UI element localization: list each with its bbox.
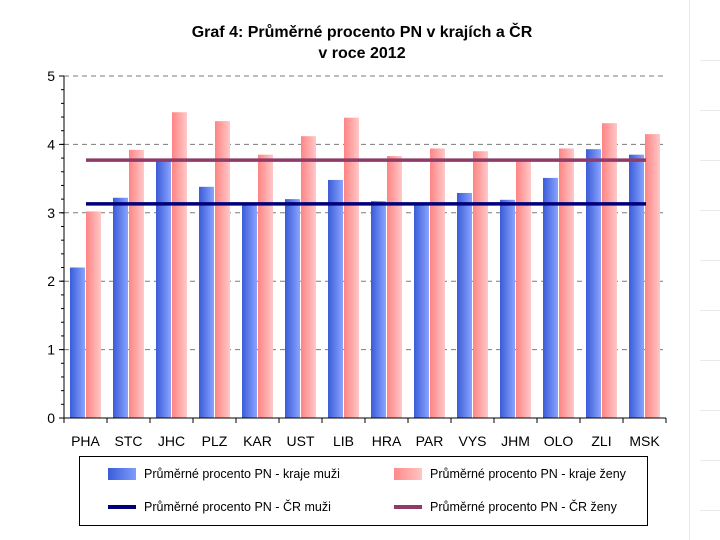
chart-title-line2: v roce 2012 bbox=[318, 45, 405, 62]
legend-swatch-male-cr bbox=[108, 505, 136, 509]
bar-male-lib bbox=[328, 179, 343, 418]
y-tick-label-0: 0 bbox=[47, 410, 55, 426]
x-tick-label-plz: PLZ bbox=[202, 433, 228, 449]
bar-male-par bbox=[414, 203, 429, 418]
bar-female-ust bbox=[301, 136, 316, 418]
x-tick-label-hra: HRA bbox=[372, 433, 402, 449]
legend-label-male-cr: Průměrné procento PN - ČR muži bbox=[144, 500, 331, 514]
legend-swatch-female-regions bbox=[394, 468, 422, 480]
bar-female-msk bbox=[645, 134, 660, 418]
legend-label-female-regions: Průměrné procento PN - kraje ženy bbox=[430, 467, 626, 481]
bar-male-zli bbox=[586, 149, 601, 419]
bar-female-hra bbox=[387, 156, 402, 418]
bar-male-vys bbox=[457, 192, 472, 418]
x-tick-label-jhm: JHM bbox=[501, 433, 530, 449]
bar-female-kar bbox=[258, 154, 273, 418]
bar-male-jhc bbox=[156, 160, 171, 418]
x-tick-label-lib: LIB bbox=[333, 433, 354, 449]
chart-title-line1: Graf 4: Průměrné procento PN v krajích a… bbox=[192, 22, 533, 41]
bar-male-hra bbox=[371, 201, 386, 418]
y-tick-label-4: 4 bbox=[47, 136, 55, 152]
legend-label-male-regions: Průměrné procento PN - kraje muži bbox=[144, 467, 340, 481]
x-tick-label-msk: MSK bbox=[629, 433, 660, 449]
legend-item-male-regions: Průměrné procento PN - kraje muži bbox=[108, 465, 340, 483]
bar-male-olo bbox=[543, 177, 558, 418]
bar-female-jhm bbox=[516, 160, 531, 418]
legend-swatch-male-regions bbox=[108, 468, 136, 480]
x-tick-label-stc: STC bbox=[115, 433, 143, 449]
bar-female-zli bbox=[602, 123, 617, 419]
bar-male-kar bbox=[242, 203, 257, 418]
y-tick-label-1: 1 bbox=[47, 342, 55, 358]
bar-female-plz bbox=[215, 121, 230, 419]
x-tick-label-ust: UST bbox=[287, 433, 315, 449]
chart-legend: Průměrné procento PN - kraje muži Průměr… bbox=[79, 456, 648, 526]
bar-male-msk bbox=[629, 154, 644, 418]
legend-swatch-female-cr bbox=[394, 505, 422, 509]
legend-item-female-regions: Průměrné procento PN - kraje ženy bbox=[394, 465, 626, 483]
chart: Graf 4: Průměrné procento PN v krajích a… bbox=[47, 22, 667, 449]
bar-female-pha bbox=[86, 211, 101, 418]
x-tick-label-zli: ZLI bbox=[591, 433, 611, 449]
bar-female-lib bbox=[344, 117, 359, 418]
bar-male-jhm bbox=[500, 199, 515, 418]
bar-female-stc bbox=[129, 149, 144, 418]
legend-item-female-cr: Průměrné procento PN - ČR ženy bbox=[394, 498, 617, 516]
bar-male-ust bbox=[285, 199, 300, 418]
x-tick-label-pha: PHA bbox=[71, 433, 100, 449]
x-tick-label-kar: KAR bbox=[243, 433, 272, 449]
y-tick-label-5: 5 bbox=[47, 68, 55, 84]
x-tick-label-par: PAR bbox=[416, 433, 444, 449]
bar-female-par bbox=[430, 148, 445, 418]
x-tick-label-olo: OLO bbox=[544, 433, 574, 449]
bar-female-jhc bbox=[172, 112, 187, 418]
bar-male-stc bbox=[113, 197, 128, 418]
legend-item-male-cr: Průměrné procento PN - ČR muži bbox=[108, 498, 331, 516]
bar-male-pha bbox=[70, 267, 85, 418]
bar-female-vys bbox=[473, 151, 488, 419]
y-tick-label-3: 3 bbox=[47, 205, 55, 221]
bar-male-plz bbox=[199, 186, 214, 418]
bar-female-olo bbox=[559, 148, 574, 418]
x-tick-label-jhc: JHC bbox=[158, 433, 185, 449]
y-tick-label-2: 2 bbox=[47, 273, 55, 289]
legend-label-female-cr: Průměrné procento PN - ČR ženy bbox=[430, 500, 617, 514]
x-tick-label-vys: VYS bbox=[458, 433, 486, 449]
slide-edge bbox=[689, 0, 720, 540]
